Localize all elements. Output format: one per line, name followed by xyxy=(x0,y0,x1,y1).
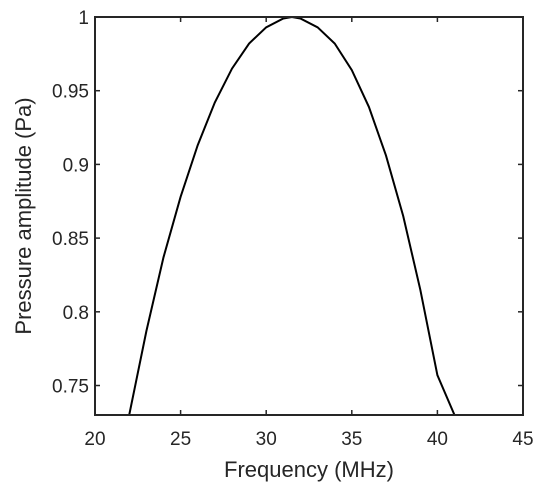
y-axis-label: Pressure amplitude (Pa) xyxy=(11,97,36,334)
y-tick-label: 1 xyxy=(78,8,89,29)
series-line xyxy=(128,15,456,416)
plot-frame xyxy=(94,16,524,416)
x-tick-label: 45 xyxy=(512,429,533,450)
x-tick-label: 30 xyxy=(256,429,277,450)
ticks-layer: 20 25 30 35 40 45 0.75 0.8 0.85 0.9 0.95 1 xyxy=(52,8,534,450)
y-tick-label: 0.85 xyxy=(52,229,89,250)
x-tick-label: 20 xyxy=(84,429,105,450)
y-tick-label: 0.9 xyxy=(63,155,89,176)
y-tick-label: 0.75 xyxy=(52,377,89,398)
y-tick-label: 0.8 xyxy=(63,303,89,324)
x-tick-label: 25 xyxy=(170,429,191,450)
x-tick-label: 40 xyxy=(427,429,448,450)
y-tick-label: 0.95 xyxy=(52,82,89,103)
x-axis-label: Frequency (MHz) xyxy=(224,457,394,482)
x-tick-label: 35 xyxy=(341,429,362,450)
